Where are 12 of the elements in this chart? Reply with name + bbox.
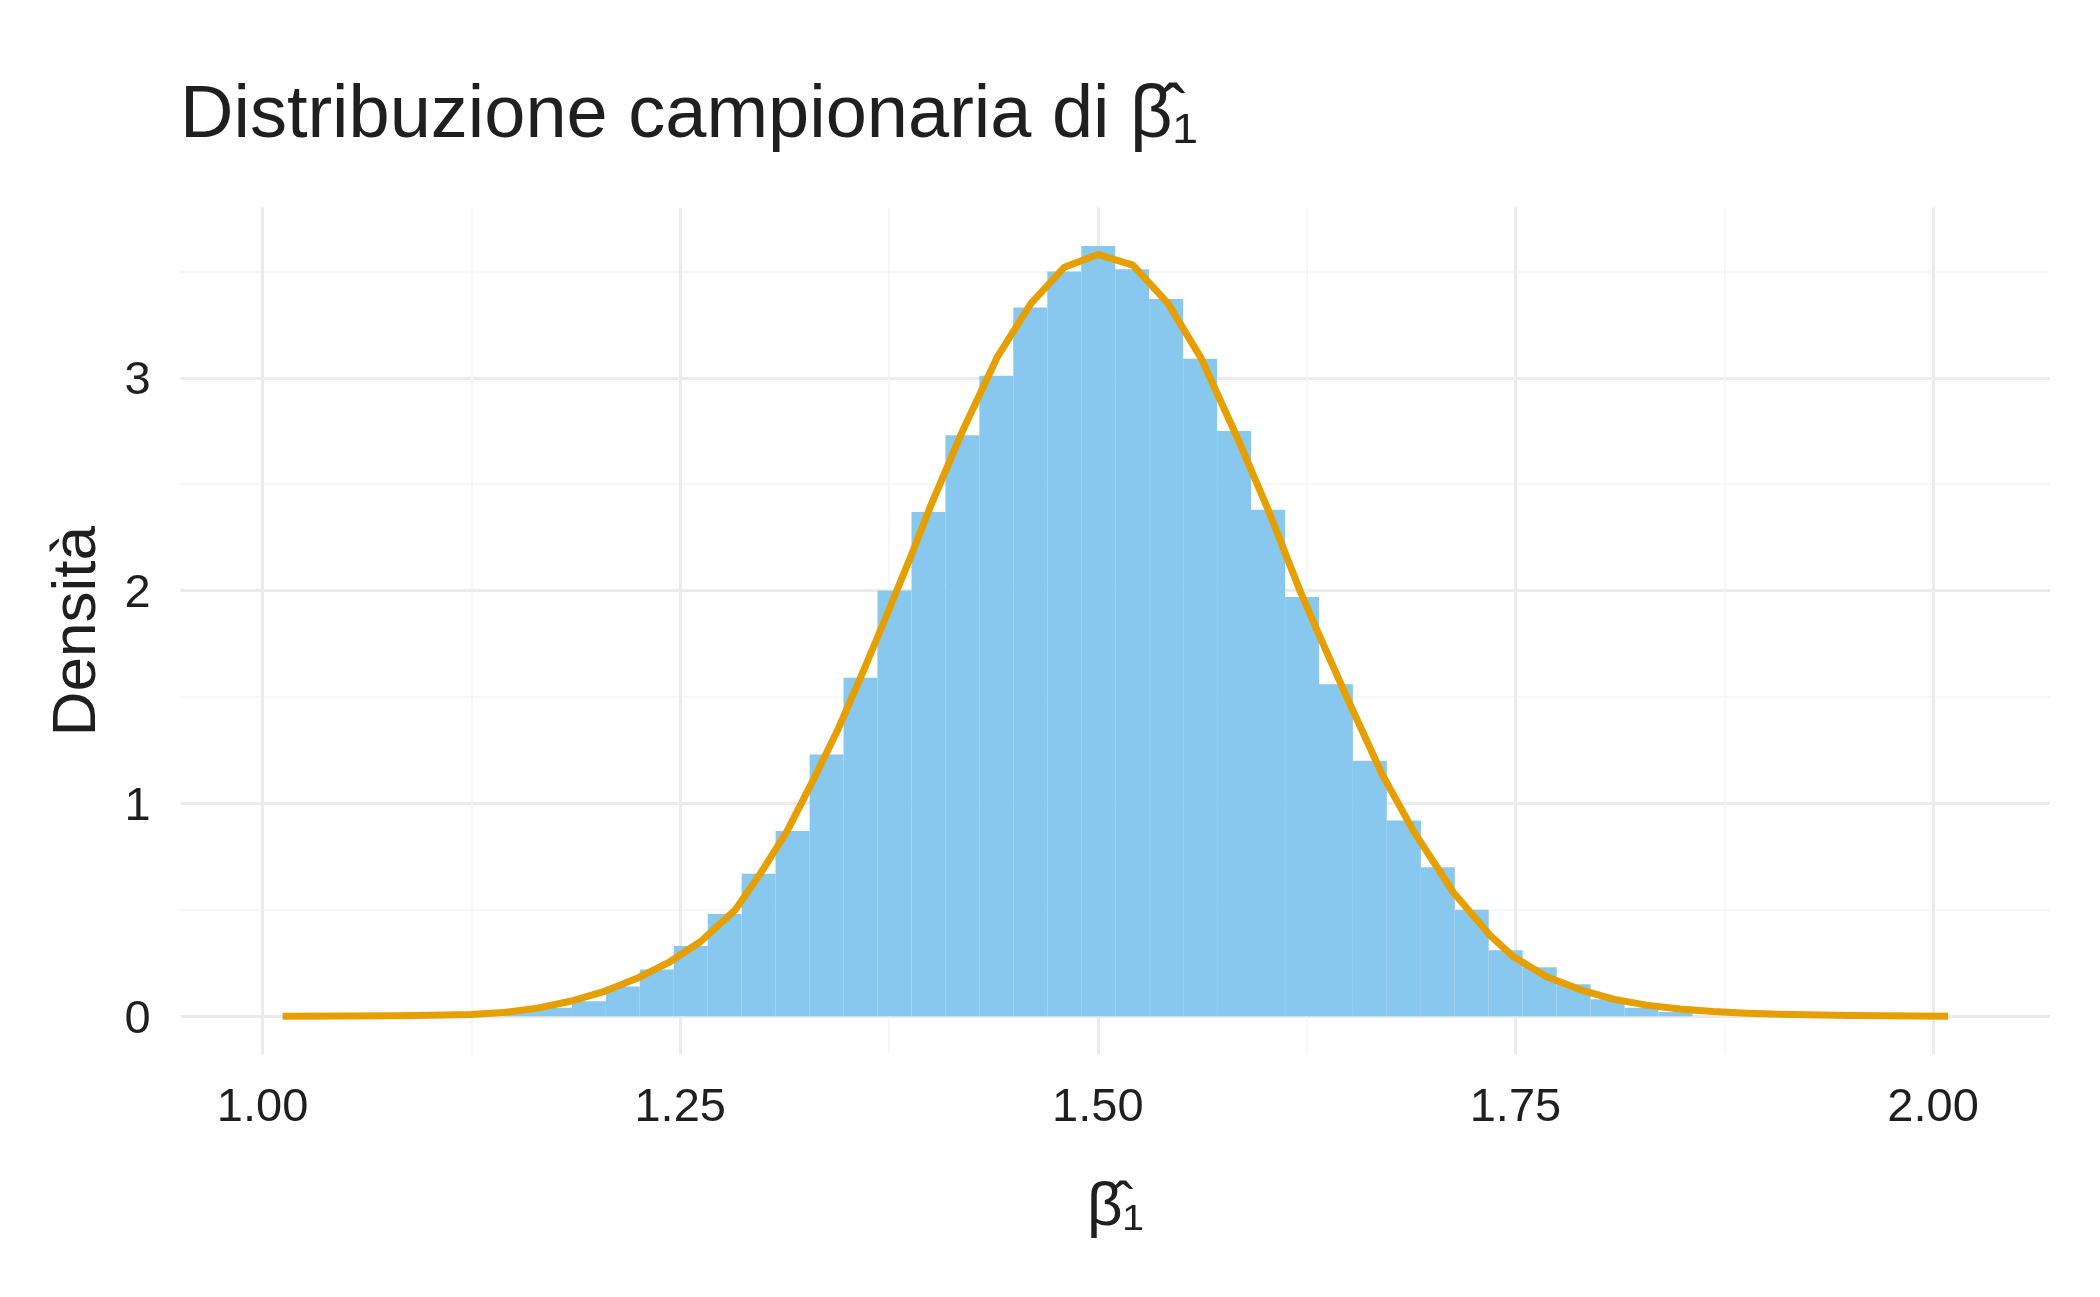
x-tick-label: 1.50: [1052, 1077, 1144, 1131]
y-tick-label: 2: [124, 564, 151, 618]
y-tick-label: 3: [124, 351, 151, 405]
x-tick-label: 1.75: [1469, 1077, 1562, 1131]
x-tick-label: 2.00: [1887, 1077, 1979, 1131]
chart-title: Distribuzione campionaria di β̂₁: [180, 69, 1198, 153]
y-tick-label: 1: [124, 776, 151, 830]
y-axis-title: Densità: [39, 525, 109, 737]
y-tick-label: 0: [124, 989, 151, 1043]
x-tick-label: 1.00: [216, 1077, 309, 1131]
x-tick-label: 1.25: [634, 1077, 726, 1131]
x-axis-title: β̂₁: [1087, 1169, 1144, 1238]
